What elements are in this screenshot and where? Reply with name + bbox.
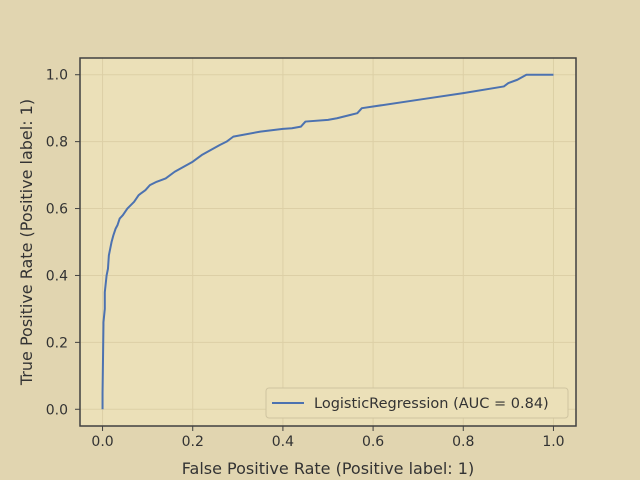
x-tick-label: 0.4 — [272, 434, 294, 450]
y-tick-label: 0.6 — [46, 202, 68, 218]
grid — [80, 58, 576, 426]
x-tick-label: 0.6 — [362, 434, 384, 450]
x-tick-label: 0.2 — [182, 434, 204, 450]
legend: LogisticRegression (AUC = 0.84) — [265, 387, 569, 419]
x-tick-label: 0.0 — [91, 434, 113, 450]
x-tick-label: 1.0 — [542, 434, 564, 450]
x-axis-label: False Positive Rate (Positive label: 1) — [182, 459, 474, 478]
series-layer — [101, 73, 554, 410]
y-tick-label: 0.0 — [46, 402, 68, 418]
y-tick-label: 0.8 — [46, 135, 68, 151]
legend-box — [265, 387, 569, 419]
x-tick-label: 0.8 — [452, 434, 474, 450]
y-tick-label: 1.0 — [46, 68, 68, 84]
axes-frame — [79, 57, 577, 427]
y-tick-label: 0.2 — [46, 335, 68, 351]
plot-area — [80, 58, 576, 426]
y-axis-label: True Positive Rate (Positive label: 1) — [17, 99, 36, 386]
series-line-0 — [101, 73, 554, 410]
x-axis-ticks: 0.0 0.2 0.4 0.6 0.8 1.0 — [91, 426, 565, 450]
y-tick-label: 0.4 — [46, 268, 68, 284]
y-axis-ticks: 0.0 0.2 0.4 0.6 0.8 1.0 — [46, 68, 80, 418]
legend-label: LogisticRegression (AUC = 0.84) — [314, 396, 549, 412]
